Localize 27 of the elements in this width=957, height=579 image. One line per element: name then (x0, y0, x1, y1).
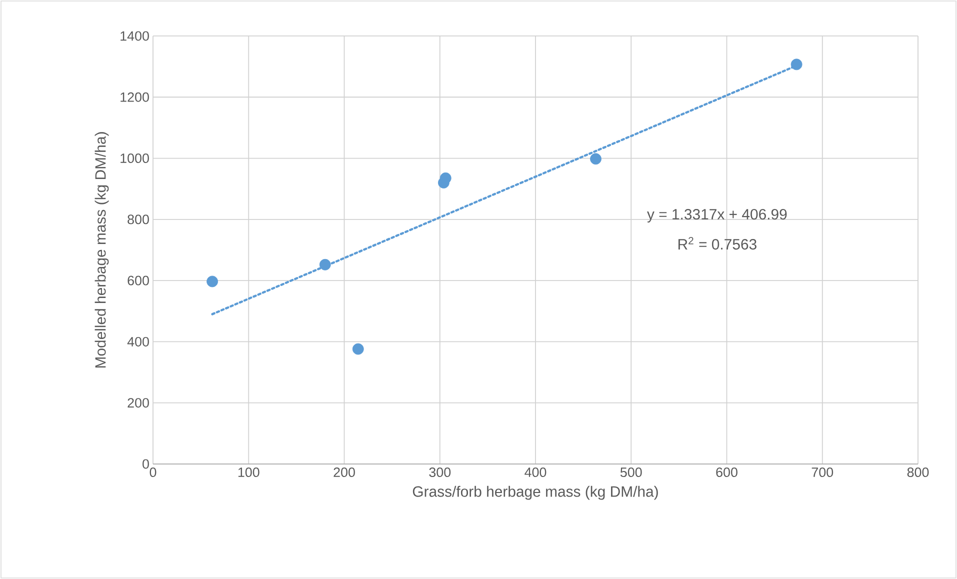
x-tick-label: 200 (334, 468, 355, 478)
point (206, 276, 218, 288)
point (590, 153, 602, 165)
x-tick-label: 800 (907, 468, 929, 478)
x-tick-label: 500 (620, 468, 642, 478)
x-tick-label: 400 (524, 468, 546, 478)
point (440, 172, 452, 184)
y-tick-label: 800 (128, 214, 149, 224)
y-axis-title: Modelled herbage mass (kg DM/ha) (94, 132, 109, 368)
y-tick-label: 200 (128, 398, 149, 408)
annotation: R$^{2}$ = 0.7563 (678, 236, 756, 250)
x-tick-label: 100 (238, 468, 260, 478)
point (352, 343, 364, 355)
y-tick-label: 400 (127, 336, 149, 346)
x-tick-label: 700 (812, 468, 834, 478)
point (790, 58, 802, 70)
x-tick-label: 300 (429, 468, 451, 478)
y-tick-label: 0 (142, 459, 149, 469)
x-axis-title: Grass/forb herbage mass (kg DM/ha) (412, 486, 658, 500)
y-tick-label: 1400 (120, 31, 149, 41)
x-tick-label: 0 (150, 468, 156, 478)
annotation: y = 1.3317x + 406.99 (647, 208, 787, 223)
y-tick-label: 1000 (120, 154, 149, 164)
y-tick-label: 1200 (120, 92, 149, 102)
point (319, 258, 331, 270)
x-tick-label: 600 (716, 468, 738, 478)
y-tick-label: 600 (128, 276, 149, 286)
